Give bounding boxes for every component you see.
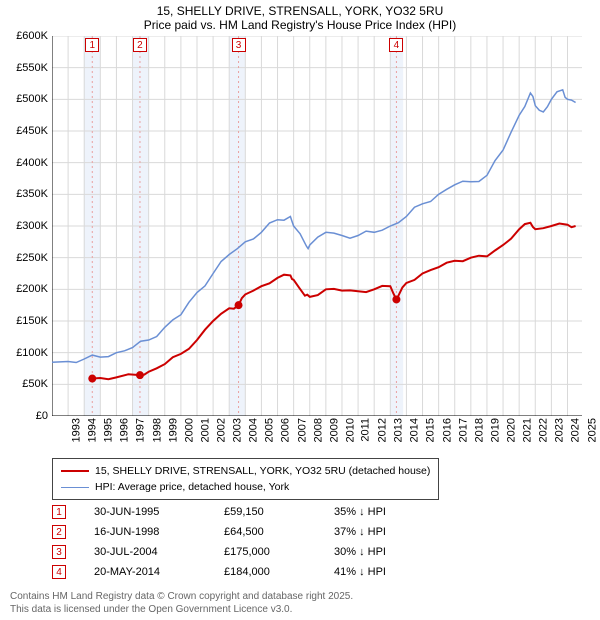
sale-diff: 37% ↓ HPI bbox=[334, 526, 434, 538]
x-axis-label: 1997 bbox=[135, 418, 147, 442]
x-axis-label: 2019 bbox=[489, 418, 501, 442]
y-axis-label: £500K bbox=[16, 93, 48, 105]
sale-marker-icon: 1 bbox=[85, 38, 99, 52]
x-axis-label: 1996 bbox=[119, 418, 131, 442]
x-axis-label: 2018 bbox=[473, 418, 485, 442]
sale-marker-icon: 1 bbox=[52, 505, 66, 519]
legend-label: 15, SHELLY DRIVE, STRENSALL, YORK, YO32 … bbox=[95, 465, 430, 477]
sale-date: 30-JUN-1995 bbox=[94, 506, 224, 518]
sale-price: £59,150 bbox=[224, 506, 334, 518]
x-axis-label: 2022 bbox=[538, 418, 550, 442]
sale-marker-icon: 3 bbox=[52, 545, 66, 559]
footer-line: This data is licensed under the Open Gov… bbox=[10, 604, 353, 617]
x-axis-label: 2015 bbox=[425, 418, 437, 442]
chart-area: £0£50K£100K£150K£200K£250K£300K£350K£400… bbox=[52, 36, 582, 416]
table-row: 3 30-JUL-2004 £175,000 30% ↓ HPI bbox=[52, 542, 434, 562]
x-axis-label: 1994 bbox=[87, 418, 99, 442]
x-axis-label: 2000 bbox=[183, 418, 195, 442]
x-axis-label: 2025 bbox=[586, 418, 598, 442]
page-title: 15, SHELLY DRIVE, STRENSALL, YORK, YO32 … bbox=[0, 0, 600, 18]
sale-price: £64,500 bbox=[224, 526, 334, 538]
sale-date: 16-JUN-1998 bbox=[94, 526, 224, 538]
sale-price: £184,000 bbox=[224, 566, 334, 578]
y-axis-label: £400K bbox=[16, 157, 48, 169]
x-axis-label: 2007 bbox=[296, 418, 308, 442]
legend-label: HPI: Average price, detached house, York bbox=[95, 481, 289, 493]
footer-line: Contains HM Land Registry data © Crown c… bbox=[10, 591, 353, 604]
x-axis-label: 2005 bbox=[264, 418, 276, 442]
legend: 15, SHELLY DRIVE, STRENSALL, YORK, YO32 … bbox=[52, 458, 439, 500]
legend-row: HPI: Average price, detached house, York bbox=[61, 479, 430, 495]
x-axis-label: 2017 bbox=[457, 418, 469, 442]
sale-diff: 35% ↓ HPI bbox=[334, 506, 434, 518]
x-axis-label: 1995 bbox=[103, 418, 115, 442]
x-axis-label: 1993 bbox=[70, 418, 82, 442]
sales-table: 1 30-JUN-1995 £59,150 35% ↓ HPI 2 16-JUN… bbox=[52, 502, 434, 582]
table-row: 4 20-MAY-2014 £184,000 41% ↓ HPI bbox=[52, 562, 434, 582]
x-axis-label: 2004 bbox=[248, 418, 260, 442]
y-axis-label: £150K bbox=[16, 315, 48, 327]
page-subtitle: Price paid vs. HM Land Registry's House … bbox=[0, 18, 600, 36]
y-axis-label: £600K bbox=[16, 30, 48, 42]
legend-swatch bbox=[61, 487, 89, 488]
table-row: 1 30-JUN-1995 £59,150 35% ↓ HPI bbox=[52, 502, 434, 522]
x-axis-label: 1999 bbox=[167, 418, 179, 442]
x-axis-label: 2011 bbox=[360, 418, 372, 442]
x-axis-label: 2006 bbox=[280, 418, 292, 442]
y-axis-label: £0 bbox=[36, 410, 48, 422]
sale-marker-icon: 4 bbox=[389, 38, 403, 52]
x-axis-label: 1998 bbox=[151, 418, 163, 442]
x-axis-label: 2012 bbox=[377, 418, 389, 442]
y-axis-label: £300K bbox=[16, 220, 48, 232]
y-axis-label: £250K bbox=[16, 252, 48, 264]
x-axis-label: 2024 bbox=[570, 418, 582, 442]
x-axis-label: 2021 bbox=[522, 418, 534, 442]
sale-date: 20-MAY-2014 bbox=[94, 566, 224, 578]
attribution-footer: Contains HM Land Registry data © Crown c… bbox=[10, 591, 353, 616]
legend-row: 15, SHELLY DRIVE, STRENSALL, YORK, YO32 … bbox=[61, 463, 430, 479]
x-axis-label: 2001 bbox=[199, 418, 211, 442]
chart-container: 15, SHELLY DRIVE, STRENSALL, YORK, YO32 … bbox=[0, 0, 600, 620]
legend-swatch bbox=[61, 470, 89, 472]
sale-marker-icon: 4 bbox=[52, 565, 66, 579]
line-chart bbox=[52, 36, 582, 416]
x-axis-label: 2014 bbox=[409, 418, 421, 442]
x-axis-label: 2023 bbox=[554, 418, 566, 442]
y-axis-label: £550K bbox=[16, 62, 48, 74]
x-axis-label: 2016 bbox=[441, 418, 453, 442]
sale-marker-icon: 2 bbox=[133, 38, 147, 52]
sale-marker-icon: 2 bbox=[52, 525, 66, 539]
x-axis-label: 2009 bbox=[328, 418, 340, 442]
sale-marker-icon: 3 bbox=[232, 38, 246, 52]
table-row: 2 16-JUN-1998 £64,500 37% ↓ HPI bbox=[52, 522, 434, 542]
y-axis-label: £200K bbox=[16, 283, 48, 295]
sale-diff: 30% ↓ HPI bbox=[334, 546, 434, 558]
sale-date: 30-JUL-2004 bbox=[94, 546, 224, 558]
x-axis-label: 2008 bbox=[312, 418, 324, 442]
y-axis-label: £50K bbox=[22, 378, 48, 390]
x-axis-label: 2010 bbox=[344, 418, 356, 442]
y-axis-label: £100K bbox=[16, 347, 48, 359]
y-axis-label: £350K bbox=[16, 188, 48, 200]
sale-diff: 41% ↓ HPI bbox=[334, 566, 434, 578]
x-axis-label: 2002 bbox=[215, 418, 227, 442]
y-axis-label: £450K bbox=[16, 125, 48, 137]
x-axis-label: 2020 bbox=[505, 418, 517, 442]
x-axis-label: 2013 bbox=[393, 418, 405, 442]
sale-price: £175,000 bbox=[224, 546, 334, 558]
x-axis-label: 2003 bbox=[232, 418, 244, 442]
